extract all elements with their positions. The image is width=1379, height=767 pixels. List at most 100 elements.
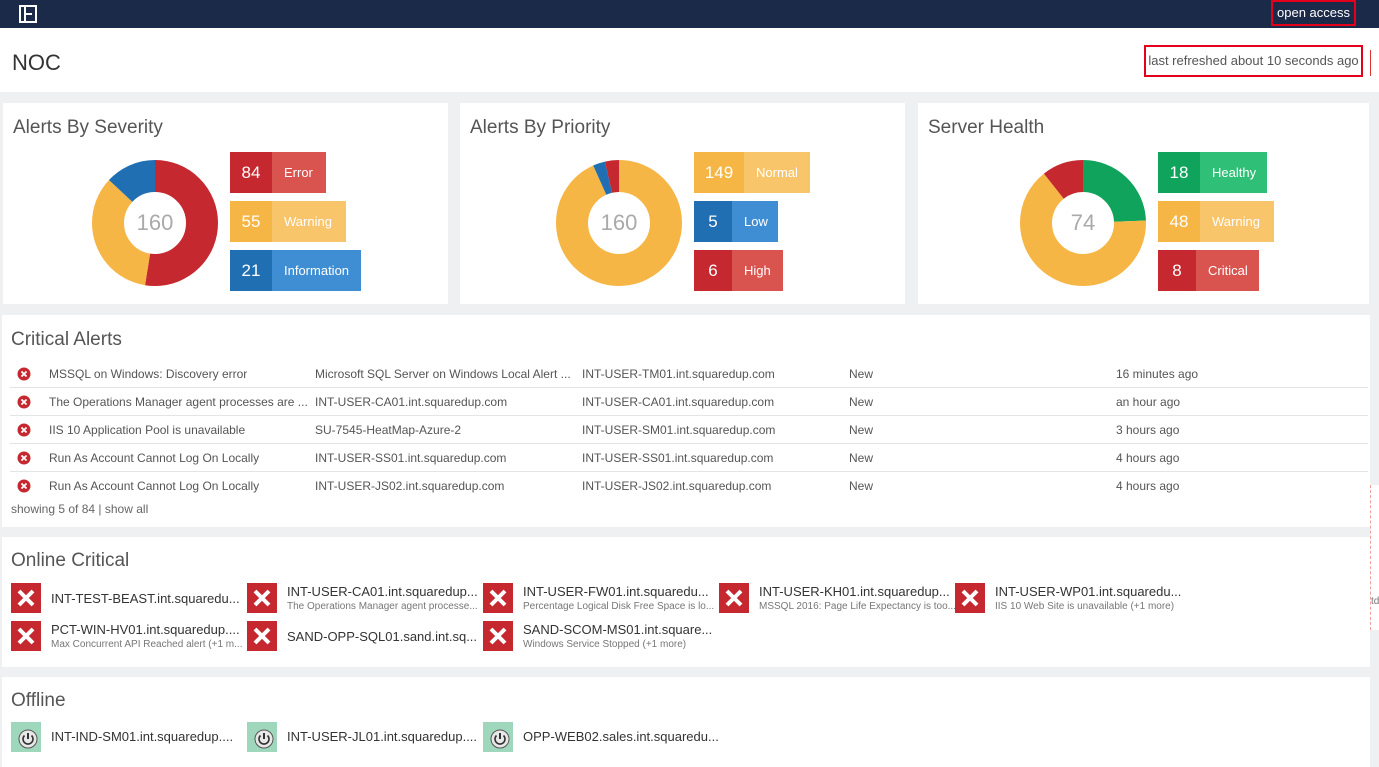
show-all-link[interactable]: show all xyxy=(104,502,149,516)
alert-name: Run As Account Cannot Log On Locally xyxy=(49,451,260,465)
stat-label: Warning xyxy=(1200,201,1274,242)
stat-label: Error xyxy=(272,152,326,193)
open-access-button[interactable]: open access xyxy=(1271,0,1356,26)
severity-slice-warning[interactable] xyxy=(92,160,218,286)
alerts-by-severity-panel[interactable]: Alerts By Severity 160 84 Error 55 Warni… xyxy=(3,103,448,304)
footer-separator: | xyxy=(98,502,102,516)
alerts-footer: showing 5 of 84 | show all xyxy=(11,502,148,516)
server-alert-summary: The Operations Manager agent processe... xyxy=(287,601,478,612)
server-alert-summary: Percentage Logical Disk Free Space is lo… xyxy=(523,601,715,612)
stat-value: 18 xyxy=(1158,152,1200,193)
top-navigation-bar: open access xyxy=(0,0,1379,28)
app-logo-icon[interactable] xyxy=(18,4,38,24)
critical-x-icon xyxy=(247,583,277,613)
panel-title: Alerts By Priority xyxy=(470,117,611,138)
showing-count: showing 5 of 84 xyxy=(11,502,96,516)
severity-stat-warning[interactable]: 55 Warning xyxy=(230,201,346,242)
server-name: SAND-OPP-SQL01.sand.int.sq... xyxy=(287,629,478,644)
error-icon xyxy=(17,423,31,437)
error-icon xyxy=(17,395,31,409)
stat-value: 5 xyxy=(694,201,732,242)
health-stat-critical[interactable]: 8 Critical xyxy=(1158,250,1259,291)
alerts-by-priority-panel[interactable]: Alerts By Priority 160 149 Normal 5 Low … xyxy=(460,103,905,304)
health-slice-critical[interactable] xyxy=(1020,160,1146,286)
priority-slice-high[interactable] xyxy=(556,160,682,286)
error-icon xyxy=(17,479,31,493)
stat-label: Normal xyxy=(744,152,810,193)
alert-row[interactable]: MSSQL on Windows: Discovery error Micros… xyxy=(10,360,1368,388)
priority-stat-low[interactable]: 5 Low xyxy=(694,201,778,242)
severity-stat-information[interactable]: 21 Information xyxy=(230,250,361,291)
alert-server: INT-USER-TM01.int.squaredup.com xyxy=(582,367,775,381)
priority-stat-high[interactable]: 6 High xyxy=(694,250,783,291)
side-panel-edge xyxy=(1370,485,1379,630)
alert-age: 3 hours ago xyxy=(1116,423,1180,437)
offline-power-icon xyxy=(247,722,277,752)
health-stat-warning[interactable]: 48 Warning xyxy=(1158,201,1274,242)
health-slice-warning[interactable] xyxy=(1020,160,1146,286)
priority-total: 160 xyxy=(600,210,638,235)
alert-name: Run As Account Cannot Log On Locally xyxy=(49,479,260,493)
health-stat-healthy[interactable]: 18 Healthy xyxy=(1158,152,1267,193)
stat-label: Low xyxy=(732,201,778,242)
priority-stat-normal[interactable]: 149 Normal xyxy=(694,152,810,193)
alert-name: MSSQL on Windows: Discovery error xyxy=(49,367,248,381)
stat-label: Warning xyxy=(272,201,346,242)
server-alert-summary: Max Concurrent API Reached alert (+1 m..… xyxy=(51,639,243,650)
stat-value: 8 xyxy=(1158,250,1196,291)
stat-label: Critical xyxy=(1196,250,1259,291)
page-header: NOC last refreshed about 10 seconds ago xyxy=(0,28,1379,92)
server-alert-summary: Windows Service Stopped (+1 more) xyxy=(523,639,687,650)
alert-server: INT-USER-SS01.int.squaredup.com xyxy=(582,451,774,465)
stat-value: 55 xyxy=(230,201,272,242)
server-alert-summary: MSSQL 2016: Page Life Expectancy is too.… xyxy=(759,601,956,612)
alert-age: an hour ago xyxy=(1116,395,1181,409)
server-name: INT-USER-CA01.int.squaredup... xyxy=(287,584,478,599)
alert-row[interactable]: Run As Account Cannot Log On Locally INT… xyxy=(10,472,1368,500)
alert-source: Microsoft SQL Server on Windows Local Al… xyxy=(315,367,571,381)
alert-status: New xyxy=(849,395,874,409)
server-name: INT-USER-JL01.int.squaredup.... xyxy=(287,729,478,744)
critical-x-icon xyxy=(483,583,513,613)
severity-slice-information[interactable] xyxy=(92,160,218,286)
stat-label: Healthy xyxy=(1200,152,1267,193)
server-name: INT-TEST-BEAST.int.squaredu... xyxy=(51,591,240,606)
priority-donut-chart[interactable] xyxy=(556,160,682,286)
alert-row[interactable]: Run As Account Cannot Log On Locally INT… xyxy=(10,444,1368,472)
server-health-panel[interactable]: Server Health 74 18 Healthy 48 Warning 8… xyxy=(918,103,1369,304)
stat-label: Information xyxy=(272,250,361,291)
panel-title: Offline xyxy=(11,690,66,711)
alert-source: SU-7545-HeatMap-Azure-2 xyxy=(315,423,462,437)
alert-server: INT-USER-JS02.int.squaredup.com xyxy=(582,479,772,493)
critical-x-icon xyxy=(955,583,985,613)
critical-x-icon xyxy=(719,583,749,613)
stat-value: 84 xyxy=(230,152,272,193)
alert-row[interactable]: IIS 10 Application Pool is unavailable S… xyxy=(10,416,1368,444)
error-icon xyxy=(17,451,31,465)
offline-panel: Offline INT-IND-SM01.int.squaredup.... I… xyxy=(2,677,1370,767)
server-name: INT-USER-KH01.int.squaredup... xyxy=(759,584,950,599)
alert-age: 4 hours ago xyxy=(1116,451,1180,465)
panel-title: Server Health xyxy=(928,117,1045,138)
critical-alerts-panel: Critical Alerts MSSQL on Windows: Discov… xyxy=(2,315,1370,527)
server-name: INT-USER-WP01.int.squaredu... xyxy=(995,584,1182,599)
alert-source: INT-USER-CA01.int.squaredup.com xyxy=(315,395,508,409)
critical-x-icon xyxy=(247,621,277,651)
error-icon xyxy=(17,367,31,381)
server-name: INT-USER-FW01.int.squaredu... xyxy=(523,584,709,599)
alert-row[interactable]: The Operations Manager agent processes a… xyxy=(10,388,1368,416)
severity-donut-chart[interactable] xyxy=(92,160,218,286)
severity-stat-error[interactable]: 84 Error xyxy=(230,152,326,193)
alert-status: New xyxy=(849,423,874,437)
stat-label: High xyxy=(732,250,783,291)
server-health-donut-chart[interactable] xyxy=(1020,160,1146,286)
alert-name: The Operations Manager agent processes a… xyxy=(49,395,308,409)
online-critical-panel: Online Critical INT-TEST-BEAST.int.squar… xyxy=(2,537,1370,667)
server-name: SAND-SCOM-MS01.int.square... xyxy=(523,622,713,637)
alert-age: 16 minutes ago xyxy=(1116,367,1199,381)
alert-server: INT-USER-CA01.int.squaredup.com xyxy=(582,395,775,409)
last-refreshed-indicator[interactable]: last refreshed about 10 seconds ago xyxy=(1144,45,1363,77)
stat-value: 149 xyxy=(694,152,744,193)
severity-total: 160 xyxy=(136,210,174,235)
alert-server: INT-USER-SM01.int.squaredup.com xyxy=(582,423,776,437)
